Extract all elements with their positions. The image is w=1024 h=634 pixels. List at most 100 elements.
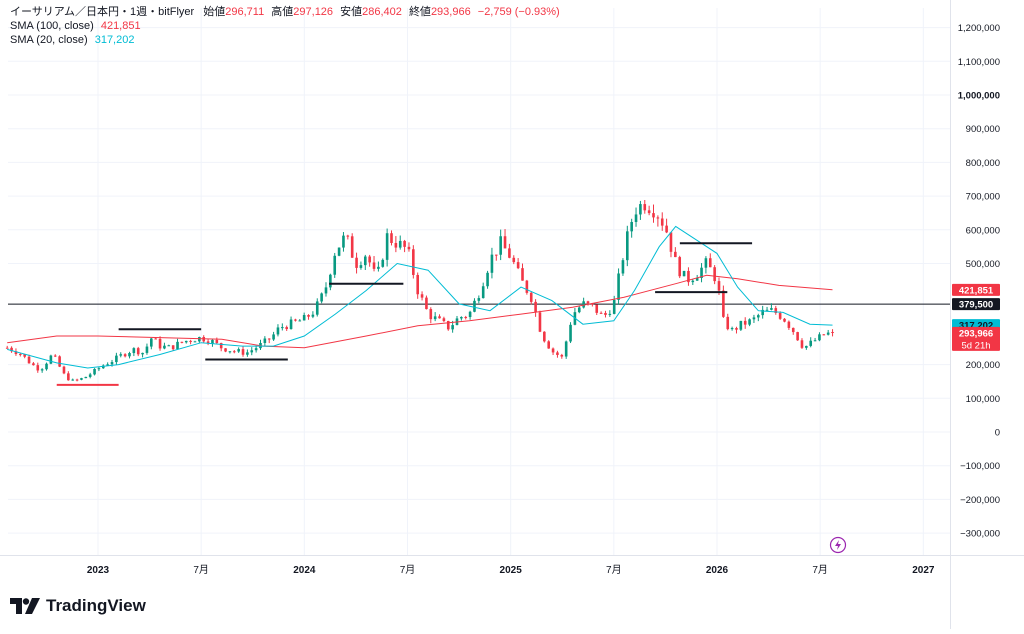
- candle-down: [32, 363, 35, 366]
- candle-up: [176, 341, 179, 350]
- candle-up: [49, 355, 53, 364]
- ohlc-close-label: 終値: [408, 6, 431, 18]
- candle-down: [791, 327, 795, 333]
- candle-down: [708, 258, 712, 268]
- tradingview-logo[interactable]: TradingView: [10, 596, 146, 616]
- candle-down: [538, 312, 542, 332]
- candle-up: [481, 286, 485, 299]
- price-tick-label: 200,000: [966, 360, 1000, 371]
- candle-down: [516, 262, 520, 269]
- candle-down: [669, 232, 673, 252]
- candle-up: [377, 266, 380, 269]
- candle-up: [770, 308, 773, 310]
- candle-up: [582, 301, 585, 308]
- candle-down: [599, 312, 603, 314]
- candle-up: [84, 376, 88, 379]
- candle-up: [281, 327, 284, 329]
- candle-down: [822, 334, 826, 336]
- candle-down: [394, 243, 398, 248]
- ohlc-low-label: 安値: [340, 6, 363, 18]
- candle-up: [324, 287, 328, 294]
- candle-up: [289, 319, 293, 330]
- candle-down: [743, 320, 747, 325]
- candle-down: [403, 240, 406, 247]
- candle-up: [460, 317, 463, 319]
- time-tick-label: 7月: [812, 564, 828, 576]
- sma20-value: 317,202: [94, 34, 135, 46]
- candle-down: [390, 233, 393, 244]
- candle-down: [512, 257, 516, 263]
- candle-up: [626, 231, 629, 261]
- candle-down: [429, 309, 433, 320]
- candle-down: [560, 354, 564, 357]
- candle-down: [604, 312, 607, 315]
- price-tick-label: −300,000: [960, 529, 1000, 540]
- candle-up: [477, 298, 481, 301]
- candle-down: [180, 341, 184, 343]
- legend-title-row: イーサリアム／日本円・1週・bitFlyer 始値296,711 高値297,1…: [10, 5, 560, 19]
- candle-up: [150, 338, 153, 347]
- candle-down: [735, 328, 738, 330]
- candle-down: [529, 292, 533, 302]
- candle-down: [446, 321, 450, 330]
- candle-down: [232, 351, 236, 353]
- candle-down: [774, 308, 778, 313]
- sma20-name: SMA (20, close): [10, 34, 88, 46]
- price-tag: [952, 298, 1000, 311]
- price-tick-label: −200,000: [960, 495, 1000, 506]
- candle-up: [381, 259, 385, 267]
- lightning-icon[interactable]: [829, 536, 847, 554]
- ohlc-low-value: 286,402: [362, 6, 402, 18]
- candle-down: [831, 332, 834, 334]
- chart-title: イーサリアム／日本円・1週・bitFlyer: [10, 6, 195, 18]
- candle-down: [438, 316, 441, 319]
- candle-up: [695, 278, 699, 281]
- candle-down: [27, 356, 31, 364]
- candle-up: [272, 334, 275, 340]
- candle-up: [128, 353, 131, 357]
- candle-up: [329, 274, 332, 288]
- candle-down: [416, 274, 419, 295]
- legend-sma20-row[interactable]: SMA (20, close) 317,202: [10, 33, 560, 47]
- candle-down: [783, 318, 786, 322]
- legend-sma100-row[interactable]: SMA (100, close) 421,851: [10, 19, 560, 33]
- candle-up: [765, 309, 769, 311]
- price-tag-label: 317,202: [959, 321, 993, 332]
- candle-down: [717, 281, 721, 291]
- candle-down: [294, 319, 297, 321]
- candle-up: [608, 313, 612, 315]
- price-tick-label: 1,200,000: [958, 23, 1000, 34]
- candle-down: [355, 257, 358, 268]
- candle-up: [101, 365, 105, 369]
- candle-down: [189, 340, 192, 342]
- candle-down: [215, 339, 219, 343]
- candle-up: [211, 339, 214, 344]
- candle-up: [385, 233, 389, 260]
- candle-up: [700, 267, 703, 279]
- tradingview-logo-icon: [10, 598, 40, 614]
- candle-up: [359, 265, 363, 268]
- candle-down: [503, 236, 507, 249]
- candle-up: [569, 324, 572, 342]
- candle-up: [809, 340, 813, 346]
- sma100-value: 421,851: [100, 20, 141, 32]
- candle-up: [97, 368, 101, 370]
- candle-down: [346, 235, 350, 237]
- candle-up: [71, 379, 75, 381]
- candle-up: [184, 340, 188, 343]
- candle-down: [267, 338, 271, 340]
- price-tick-label: 900,000: [966, 124, 1000, 135]
- candle-down: [224, 348, 227, 352]
- price-tag: [952, 326, 1000, 351]
- candle-down: [643, 204, 647, 211]
- candle-up: [468, 311, 472, 318]
- candle-up: [564, 341, 568, 357]
- candle-down: [412, 249, 415, 275]
- time-tick-label: 2025: [500, 565, 523, 576]
- candle-down: [307, 315, 310, 317]
- candle-up: [141, 352, 144, 355]
- candle-up: [263, 338, 267, 344]
- ohlc-high-value: 297,126: [293, 6, 334, 18]
